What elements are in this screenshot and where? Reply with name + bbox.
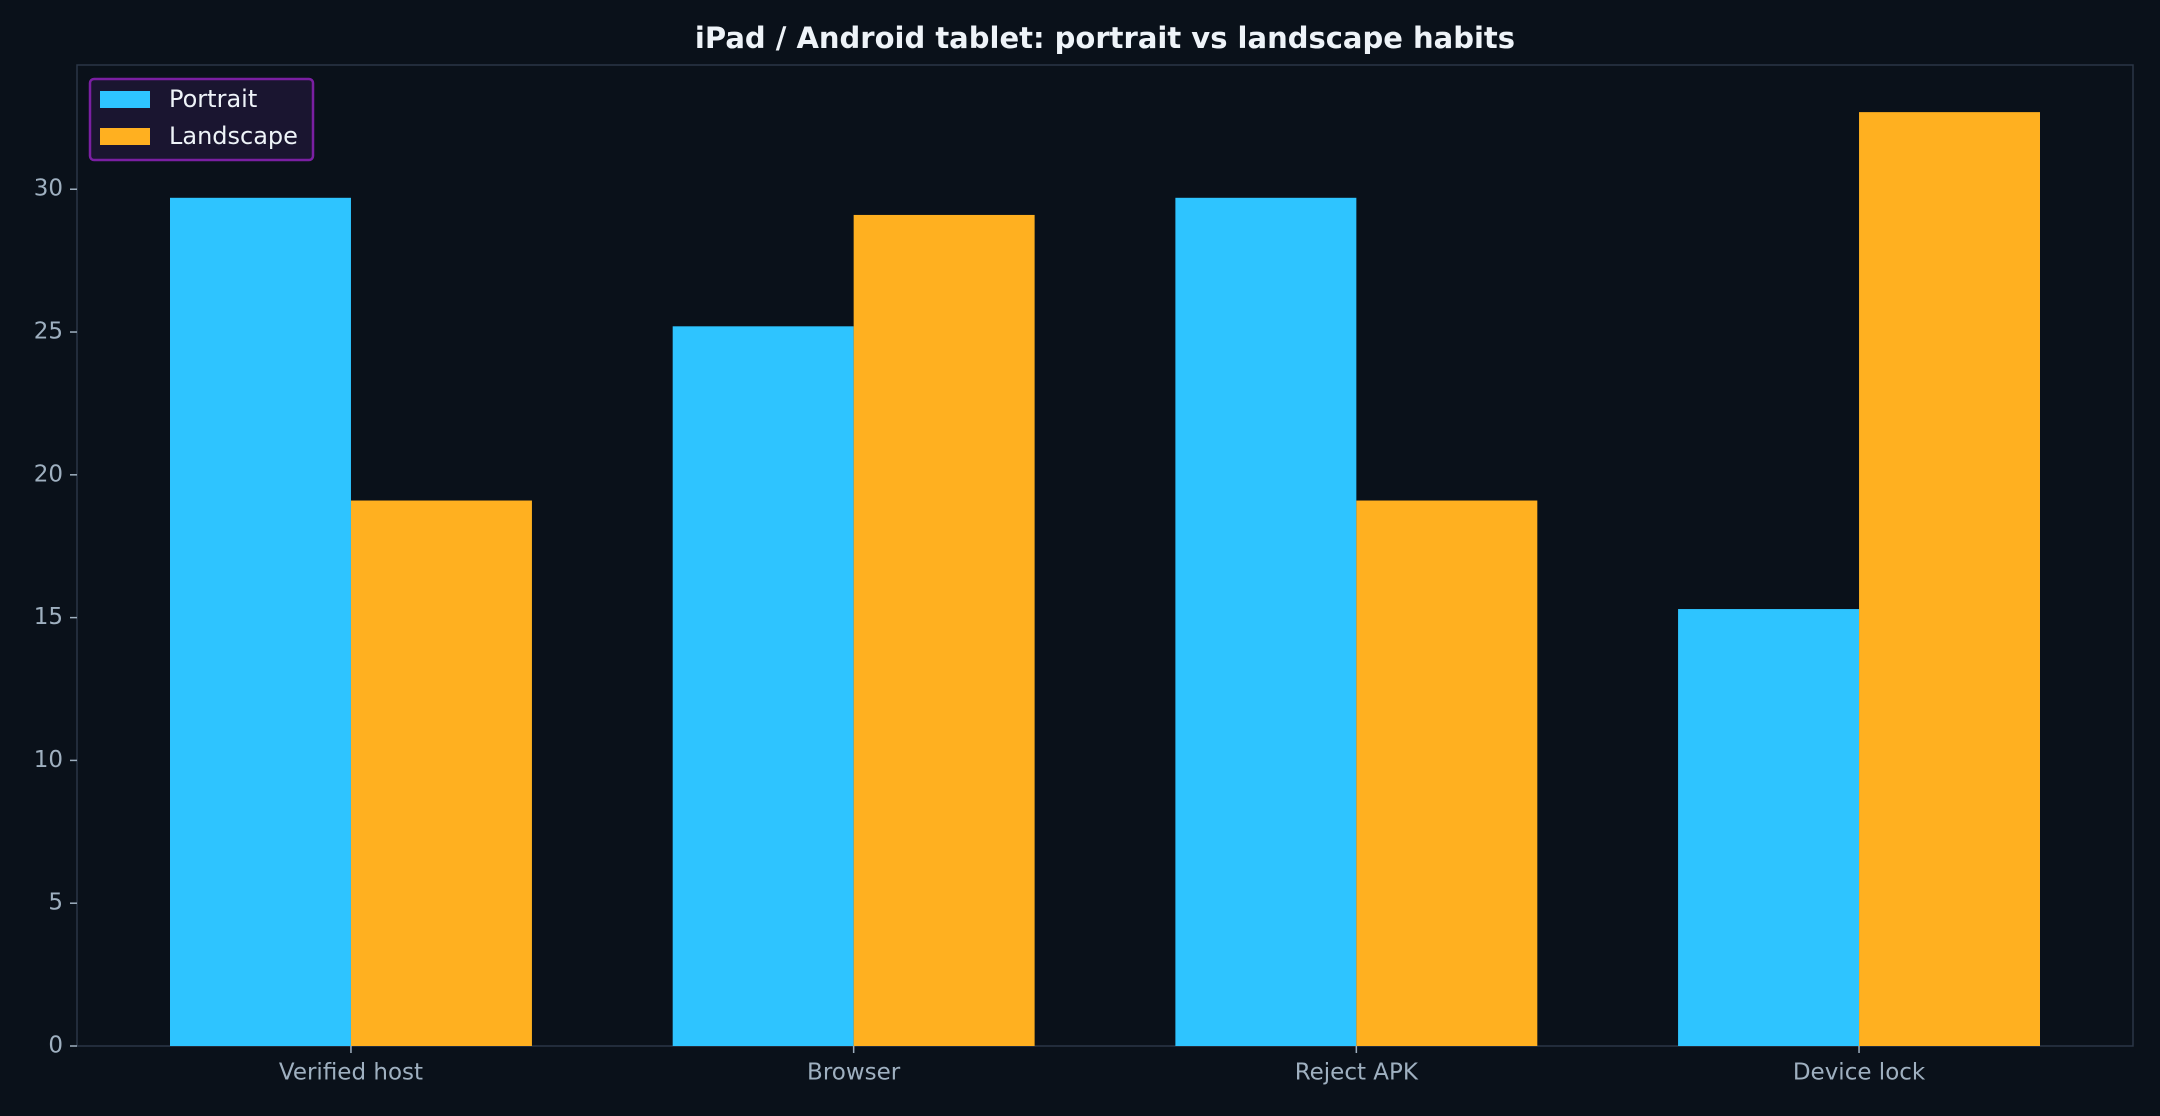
x-tick-label: Verified host bbox=[279, 1060, 423, 1086]
y-tick-label: 5 bbox=[48, 890, 63, 916]
x-tick-label: Reject APK bbox=[1295, 1060, 1419, 1086]
y-tick-label: 25 bbox=[34, 319, 63, 345]
bar bbox=[1175, 197, 1357, 1046]
legend-swatch bbox=[100, 91, 150, 108]
y-tick-label: 20 bbox=[34, 461, 63, 487]
chart-title: iPad / Android tablet: portrait vs lands… bbox=[695, 21, 1515, 55]
y-tick-label: 0 bbox=[48, 1033, 63, 1059]
legend-swatch bbox=[100, 128, 150, 145]
y-tick-label: 30 bbox=[34, 176, 63, 202]
bar bbox=[169, 197, 351, 1046]
plot-frame bbox=[76, 64, 2134, 1047]
legend-label: Landscape bbox=[169, 122, 298, 150]
bar bbox=[853, 214, 1035, 1046]
legend-label: Portrait bbox=[169, 85, 257, 113]
y-tick-label: 10 bbox=[34, 747, 63, 773]
bar bbox=[672, 326, 854, 1046]
bar bbox=[1859, 112, 2041, 1047]
bar bbox=[350, 500, 532, 1046]
x-tick-label: Browser bbox=[807, 1060, 901, 1086]
x-tick-label: Device lock bbox=[1793, 1060, 1926, 1086]
y-tick-label: 15 bbox=[34, 604, 63, 630]
bar bbox=[1678, 609, 1860, 1046]
bar bbox=[1356, 500, 1538, 1046]
